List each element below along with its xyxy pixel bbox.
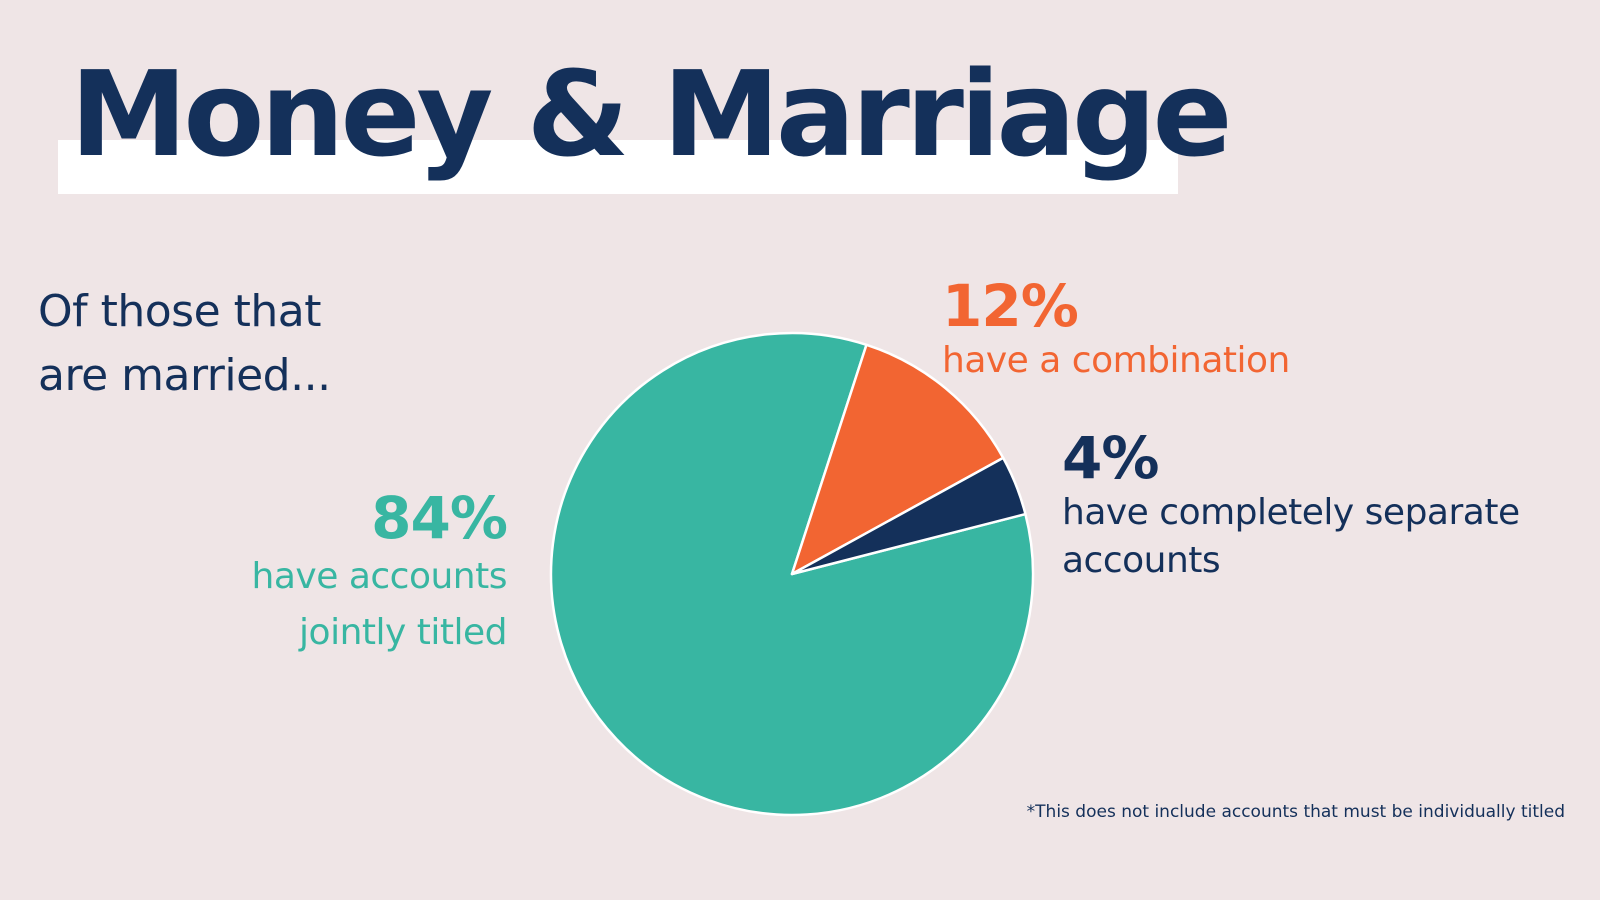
pie-slice-have-a-combination <box>790 343 1005 576</box>
slice-percent-jointly-titled: 84% <box>371 484 508 552</box>
slice-desc-jointly-titled-line-1: have accounts <box>251 556 508 597</box>
footnote: *This does not include accounts that mus… <box>1026 802 1565 822</box>
page-title: Money & Marriage <box>70 45 1233 183</box>
label-separate-accounts: 4% have completely separate accounts <box>1062 427 1520 585</box>
pie-slices <box>549 331 1035 817</box>
slice-desc-separate-line-1: have completely separate <box>1062 492 1520 533</box>
intro-line-1: Of those that <box>38 286 322 337</box>
slice-desc-jointly-titled-line-2: jointly titled <box>299 612 507 653</box>
slice-desc-combination: have a combination <box>942 340 1290 381</box>
label-jointly-titled: 84% have accounts jointly titled <box>251 484 508 661</box>
slice-percent-separate: 4% <box>1062 424 1159 492</box>
pie-slice-have-completely-separate-accounts <box>790 456 1027 576</box>
slice-desc-separate-line-2: accounts <box>1062 540 1221 581</box>
label-combination: 12% have a combination <box>942 275 1290 385</box>
intro-line-2: are married... <box>38 350 331 401</box>
intro-text: Of those that are married... <box>38 280 331 408</box>
pie-slice-have-accounts-jointly-titled <box>549 331 1035 817</box>
title-highlight-bar <box>58 140 1178 194</box>
slice-percent-combination: 12% <box>942 272 1079 340</box>
